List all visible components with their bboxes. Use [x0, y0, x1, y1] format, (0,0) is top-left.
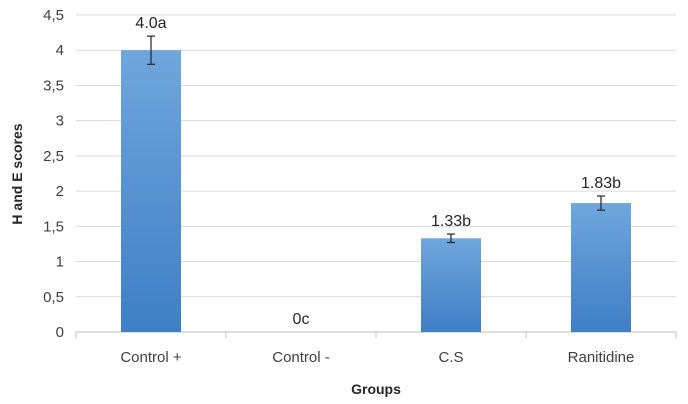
bars: [121, 50, 631, 332]
y-tick-label: 3,5: [43, 77, 64, 94]
data-label: 0c: [293, 311, 310, 328]
y-tick-label: 1,5: [43, 218, 64, 235]
category-label: Control -: [272, 349, 330, 366]
data-label: 4.0a: [135, 15, 166, 32]
bar: [571, 203, 631, 332]
data-label: 1.83b: [581, 175, 621, 192]
bar: [121, 50, 181, 332]
y-axis-title: H and E scores: [9, 123, 25, 224]
y-tick-label: 0,5: [43, 289, 64, 306]
y-tick-label: 0: [56, 324, 64, 341]
y-tick-label: 4,5: [43, 7, 64, 24]
y-tick-label: 4: [56, 42, 64, 59]
error-bars: [147, 35, 605, 244]
y-tick-label: 2: [56, 183, 64, 200]
data-label: 1.33b: [431, 213, 471, 230]
y-tick-label: 2,5: [43, 148, 64, 165]
x-axis-title: Groups: [351, 381, 401, 397]
category-label: Ranitidine: [568, 349, 635, 366]
category-label: Control +: [120, 349, 182, 366]
bar: [421, 238, 481, 332]
y-tick-label: 3: [56, 113, 64, 130]
category-label: C.S: [438, 349, 463, 366]
y-tick-label: 1: [56, 254, 64, 271]
labels: 0 0,5 1 1,5 2 2,5 3 3,5 4 4,5 4.0a Control + 0c Contr…: [43, 7, 634, 366]
axes: [75, 331, 677, 338]
